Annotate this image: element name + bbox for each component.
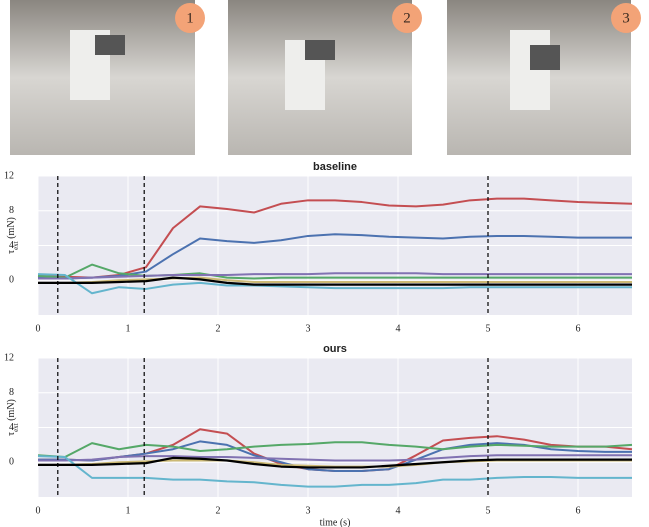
x-tick-label: 3 bbox=[306, 323, 311, 334]
y-axis-label-part: ext bbox=[12, 241, 20, 250]
x-tick-label: 0 bbox=[36, 323, 41, 334]
x-axis-label: time (s) bbox=[320, 517, 351, 527]
x-tick-label: 2 bbox=[216, 505, 221, 516]
chart-title: ours bbox=[323, 343, 347, 355]
photo: 1 bbox=[10, 0, 205, 155]
y-tick-label: 8 bbox=[9, 205, 14, 216]
x-tick-label: 2 bbox=[216, 323, 221, 334]
x-tick-label: 6 bbox=[576, 505, 581, 516]
y-tick-label: 8 bbox=[9, 387, 14, 398]
x-tick-label: 5 bbox=[486, 505, 491, 516]
photo-label: 3 bbox=[622, 10, 630, 26]
x-tick-label: 3 bbox=[306, 505, 311, 516]
x-tick-label: 4 bbox=[396, 505, 401, 516]
x-tick-label: 6 bbox=[576, 323, 581, 334]
photo-label: 2 bbox=[403, 10, 411, 26]
x-tick-label: 5 bbox=[486, 323, 491, 334]
y-tick-label: 0 bbox=[9, 275, 14, 286]
chart-title: baseline bbox=[313, 161, 357, 173]
photo-label: 1 bbox=[186, 10, 194, 26]
x-tick-label: 0 bbox=[36, 505, 41, 516]
photo: 2 bbox=[228, 0, 422, 155]
y-tick-label: 12 bbox=[4, 352, 14, 363]
y-tick-label: 0 bbox=[9, 457, 14, 468]
figure: 1 2 3 048120123456baselineτext (mN)04812… bbox=[0, 0, 649, 527]
y-axis-label-part: (mN) bbox=[6, 217, 17, 241]
x-tick-label: 4 bbox=[396, 323, 401, 334]
y-axis-label-part: ext bbox=[12, 423, 20, 432]
photo: 3 bbox=[447, 0, 641, 155]
y-tick-label: 12 bbox=[4, 170, 14, 181]
y-axis-label-part: (mN) bbox=[6, 399, 17, 423]
x-tick-label: 1 bbox=[126, 323, 131, 334]
x-tick-label: 1 bbox=[126, 505, 131, 516]
